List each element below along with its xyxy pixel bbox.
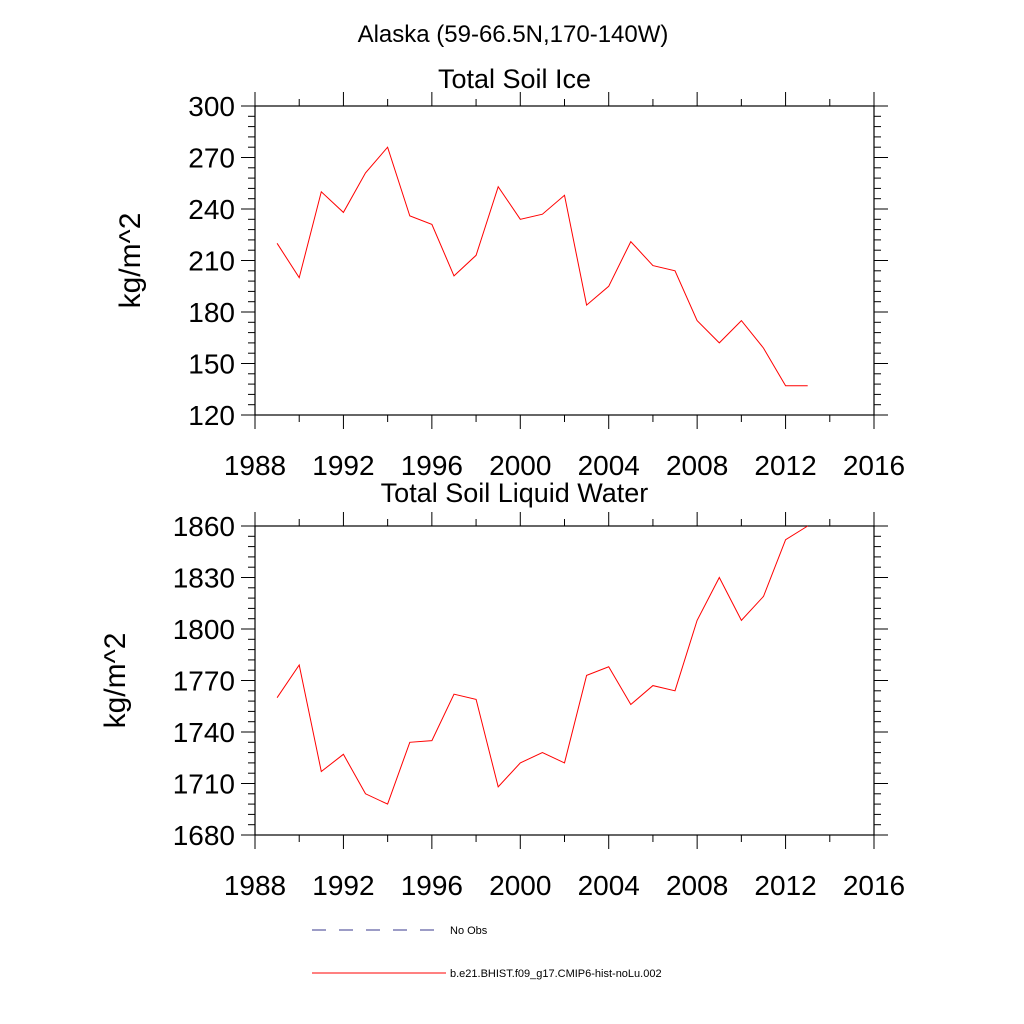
x-tick-label: 2016 [843, 450, 905, 481]
x-tick-label: 2000 [489, 450, 551, 481]
y-tick-label: 1740 [173, 717, 235, 748]
y-tick-label: 1830 [173, 563, 235, 594]
y-tick-label: 270 [188, 143, 235, 174]
y-tick-label: 150 [188, 349, 235, 380]
x-tick-label: 2004 [578, 450, 640, 481]
y-tick-label: 1680 [173, 820, 235, 851]
x-tick-label: 2004 [578, 870, 640, 901]
x-tick-label: 2012 [754, 870, 816, 901]
y-tick-label: 180 [188, 297, 235, 328]
x-tick-label: 2012 [754, 450, 816, 481]
y-tick-label: 240 [188, 194, 235, 225]
plot-frame [254, 525, 875, 836]
y-tick-label: 1800 [173, 614, 235, 645]
legend-label-2: b.e21.BHIST.f09_g17.CMIP6-hist-noLu.002 [450, 968, 662, 980]
legend: No Obs b.e21.BHIST.f09_g17.CMIP6-hist-noL… [312, 925, 662, 980]
x-tick-label: 2016 [843, 870, 905, 901]
y-tick-label: 300 [188, 91, 235, 122]
x-tick-label: 1996 [401, 450, 463, 481]
x-tick-label: 1996 [401, 870, 463, 901]
chart-title: Total Soil Liquid Water [381, 478, 649, 508]
y-tick-label: 120 [188, 400, 235, 431]
y-tick-label: 1860 [173, 511, 235, 542]
chart-panel-1: Total Soil Ice kg/m^2 120 150 180 210 240 270 30… [114, 64, 905, 481]
chart-panel-2: Total Soil Liquid Water kg/m^2 1680 1710 174… [99, 478, 905, 901]
x-tick-label: 1992 [312, 870, 374, 901]
series-line [276, 146, 808, 387]
x-tick-label: 1988 [224, 450, 286, 481]
y-tick-label: 1710 [173, 769, 235, 800]
y-axis-label: kg/m^2 [114, 213, 147, 309]
x-tick-label: 2008 [666, 450, 728, 481]
x-tick-label: 2000 [489, 870, 551, 901]
plots-group: Total Soil Ice kg/m^2 120 150 180 210 240 270 30… [99, 64, 905, 901]
x-tick-label: 1988 [224, 870, 286, 901]
y-axis-label: kg/m^2 [99, 633, 132, 729]
page-title: Alaska (59-66.5N,170-140W) [358, 21, 669, 48]
plot-frame [254, 105, 875, 416]
y-tick-label: 1770 [173, 666, 235, 697]
legend-label-1: No Obs [450, 925, 488, 937]
series-line [276, 525, 808, 805]
x-tick-label: 2008 [666, 870, 728, 901]
chart-title: Total Soil Ice [438, 64, 591, 94]
x-tick-label: 1992 [312, 450, 374, 481]
y-tick-label: 210 [188, 246, 235, 277]
